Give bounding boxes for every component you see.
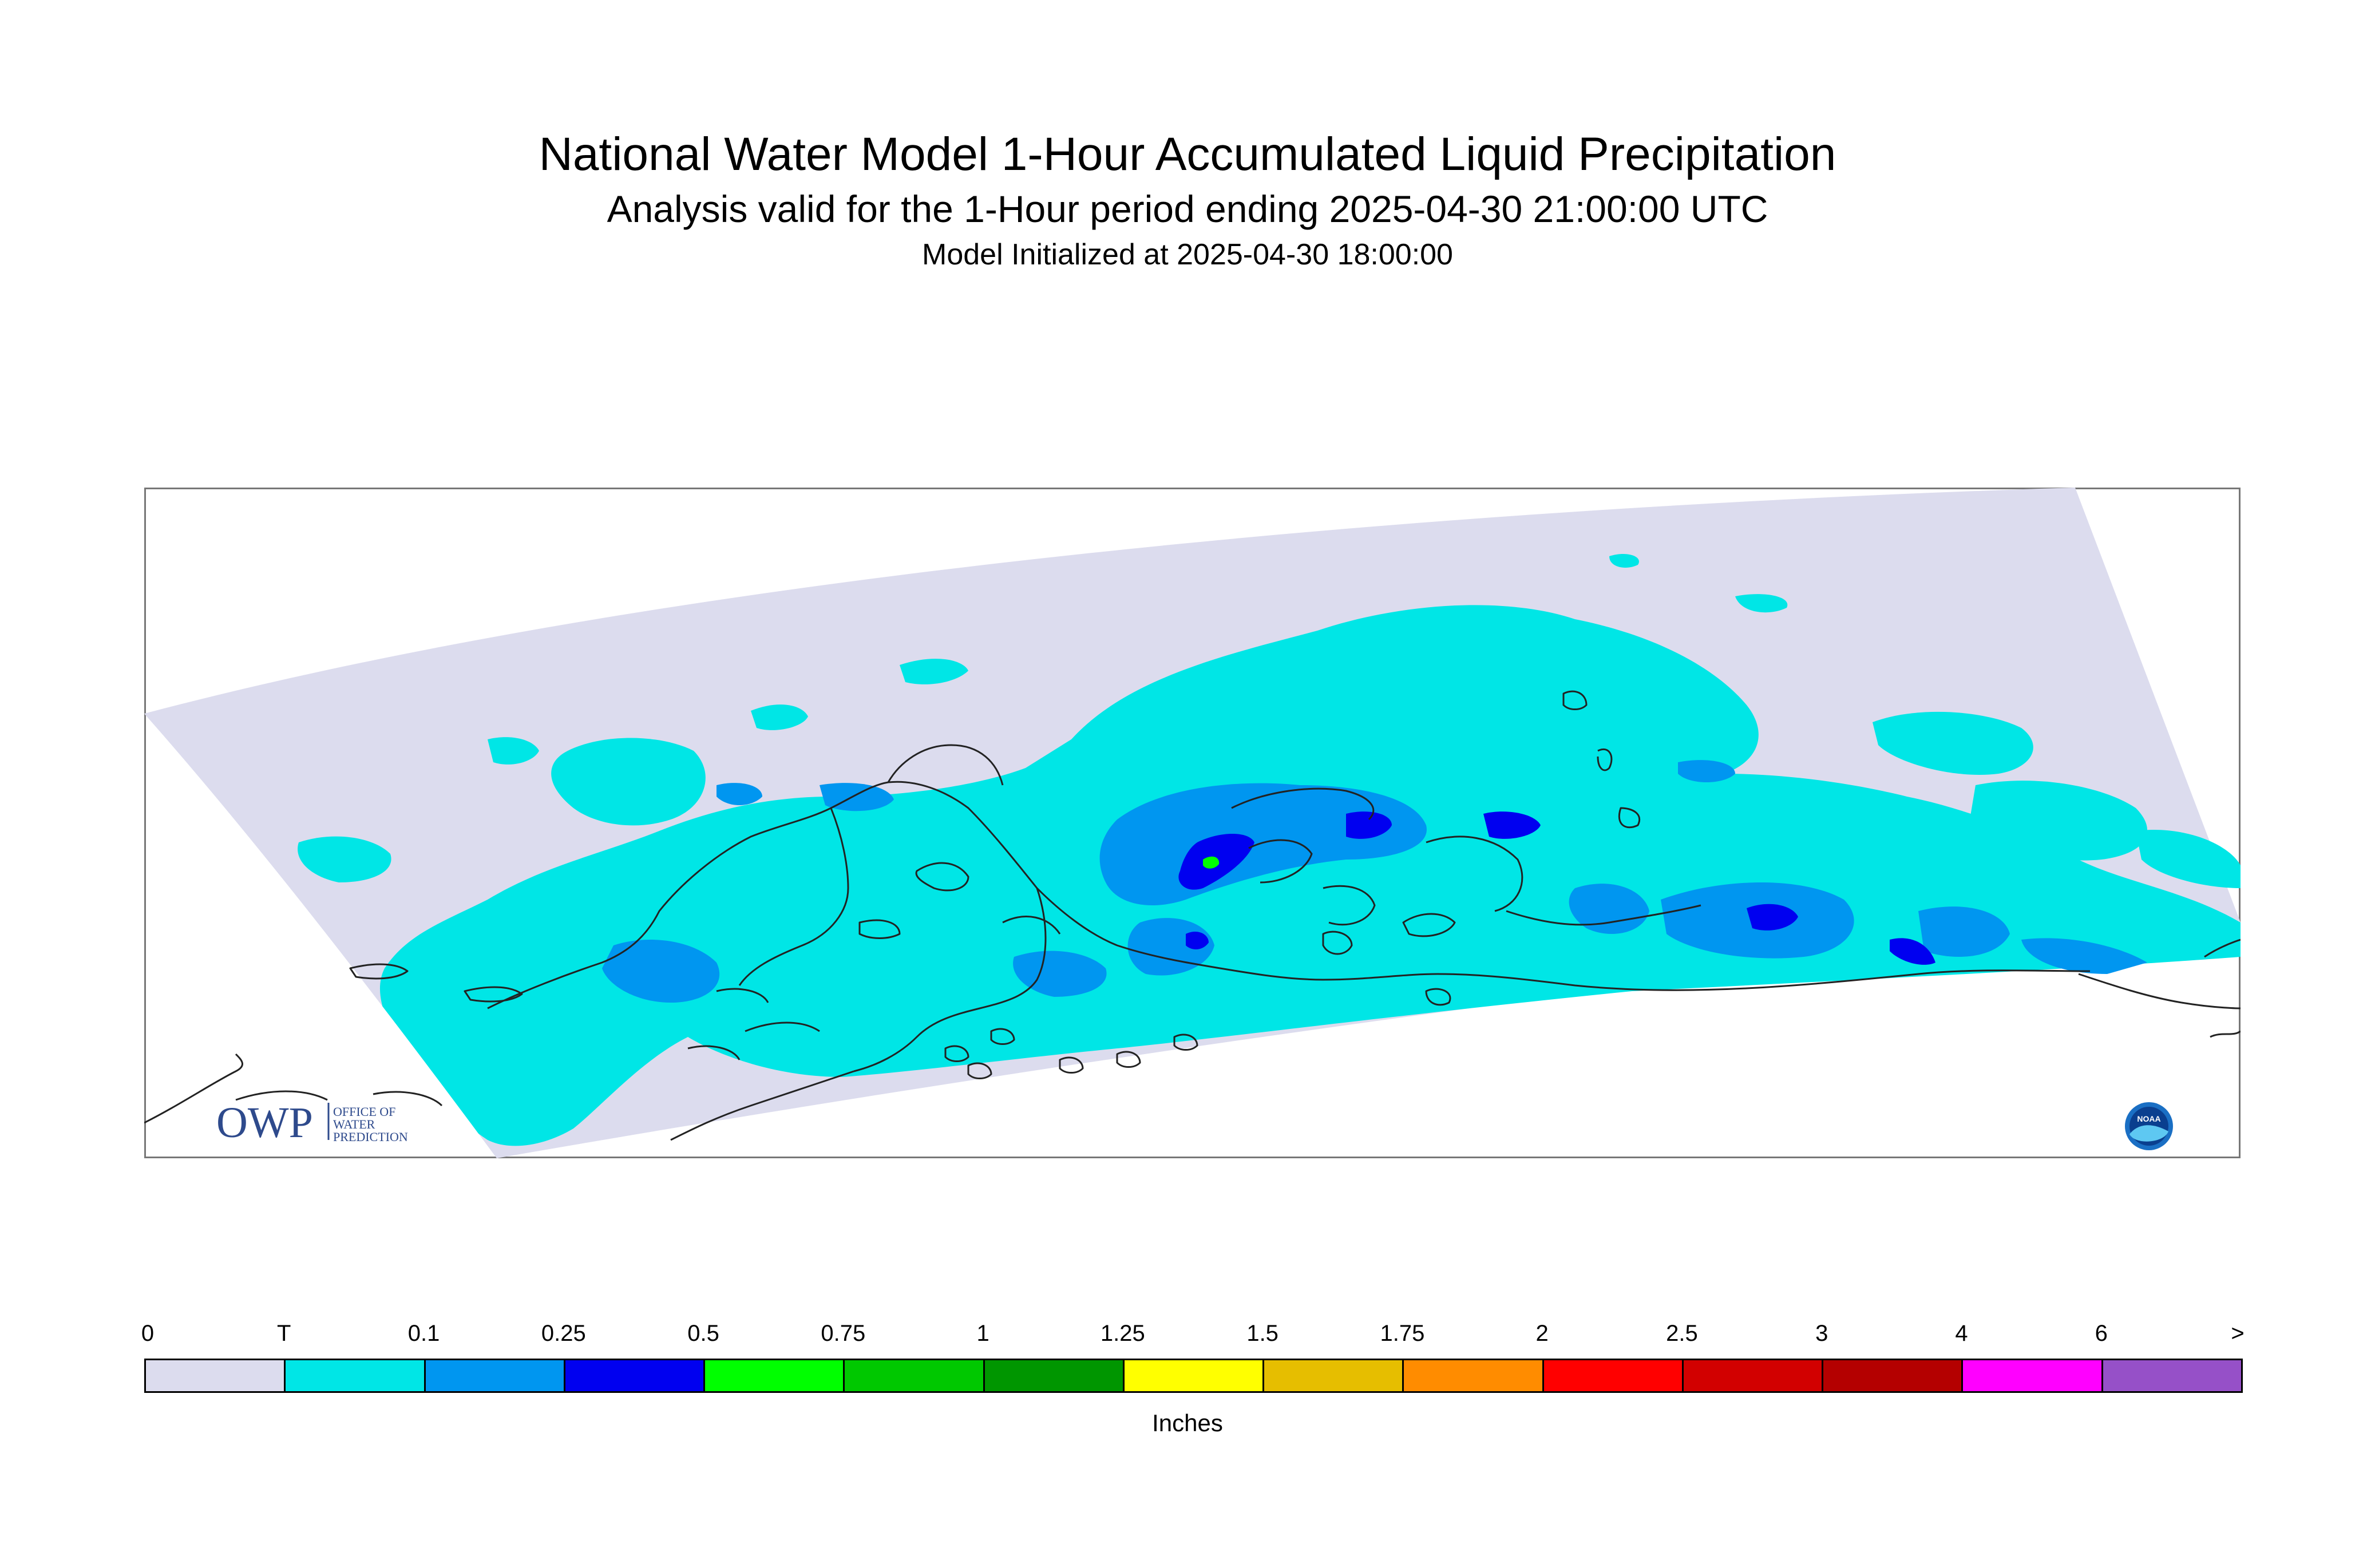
legend-color-cell xyxy=(1961,1359,2103,1393)
legend-tick-label: 1.25 xyxy=(1100,1321,1145,1346)
legend-tick-label: T xyxy=(277,1321,291,1346)
legend-color-cell xyxy=(983,1359,1125,1393)
precip-light-moderate-areas xyxy=(602,760,2147,1003)
legend-color-cell xyxy=(284,1359,426,1393)
legend-tick-label: 0.5 xyxy=(687,1321,719,1346)
coastlines xyxy=(144,690,2241,1141)
precip-heavy-areas xyxy=(1203,856,1220,869)
map-subtitle: Analysis valid for the 1-Hour period end… xyxy=(607,188,1768,230)
legend-tick-label: 0.25 xyxy=(541,1321,586,1346)
legend-color-cell xyxy=(703,1359,845,1393)
legend-color-cell xyxy=(1402,1359,1544,1393)
legend-tick-label: 3 xyxy=(1815,1321,1828,1346)
legend-tick-label: 1 xyxy=(976,1321,989,1346)
legend-color-cell xyxy=(1122,1359,1265,1393)
legend-tick-label: 2 xyxy=(1535,1321,1549,1346)
legend-color-cell xyxy=(563,1359,706,1393)
precipitation-map: OWP OFFICE OF WATER PREDICTION NOAA xyxy=(144,488,2241,1158)
legend-tick-label: 1.5 xyxy=(1246,1321,1278,1346)
legend-color-cell xyxy=(423,1359,565,1393)
map-title: National Water Model 1-Hour Accumulated … xyxy=(539,128,1836,180)
owp-logo: OWP OFFICE OF WATER PREDICTION xyxy=(216,1099,408,1147)
owp-logo-subtext-2: WATER xyxy=(333,1117,375,1131)
legend-color-bar xyxy=(144,1359,2243,1393)
legend-tick-label: 2.5 xyxy=(1666,1321,1698,1346)
legend-tick-label: 0.1 xyxy=(407,1321,440,1346)
legend-tick-label: 6 xyxy=(2095,1321,2108,1346)
owp-logo-subtext-1: OFFICE OF xyxy=(333,1104,395,1119)
legend-color-cell xyxy=(1542,1359,1684,1393)
legend-color-cell xyxy=(843,1359,985,1393)
legend-color-cell xyxy=(144,1359,286,1393)
model-init-time: Model Initialized at 2025-04-30 18:00:00 xyxy=(922,238,1453,271)
legend-color-cell xyxy=(1681,1359,1824,1393)
legend-tick-label: 0.75 xyxy=(821,1321,866,1346)
legend-tick-label: 4 xyxy=(1955,1321,1968,1346)
precip-trace-areas xyxy=(298,553,2241,1146)
owp-logo-text: OWP xyxy=(216,1099,313,1147)
legend-tick-label: 0 xyxy=(141,1321,155,1346)
legend-tick-label: 1.75 xyxy=(1380,1321,1425,1346)
legend-units: Inches xyxy=(1152,1409,1223,1436)
legend-color-cell xyxy=(2101,1359,2243,1393)
noaa-logo-text: NOAA xyxy=(2137,1114,2160,1123)
legend-color-cell xyxy=(1822,1359,1964,1393)
legend-tick-label: > xyxy=(2231,1321,2245,1346)
precip-moderate-areas xyxy=(1178,811,1935,965)
noaa-logo: NOAA xyxy=(2125,1102,2173,1150)
legend-color-cell xyxy=(1262,1359,1404,1393)
precipitation-legend: 0 T 0.1 0.25 0.5 0.75 1 1.25 1.5 1.75 2 2.5 3 4 6 > Inc… xyxy=(0,1305,2375,1454)
owp-logo-subtext-3: PREDICTION xyxy=(333,1130,408,1144)
